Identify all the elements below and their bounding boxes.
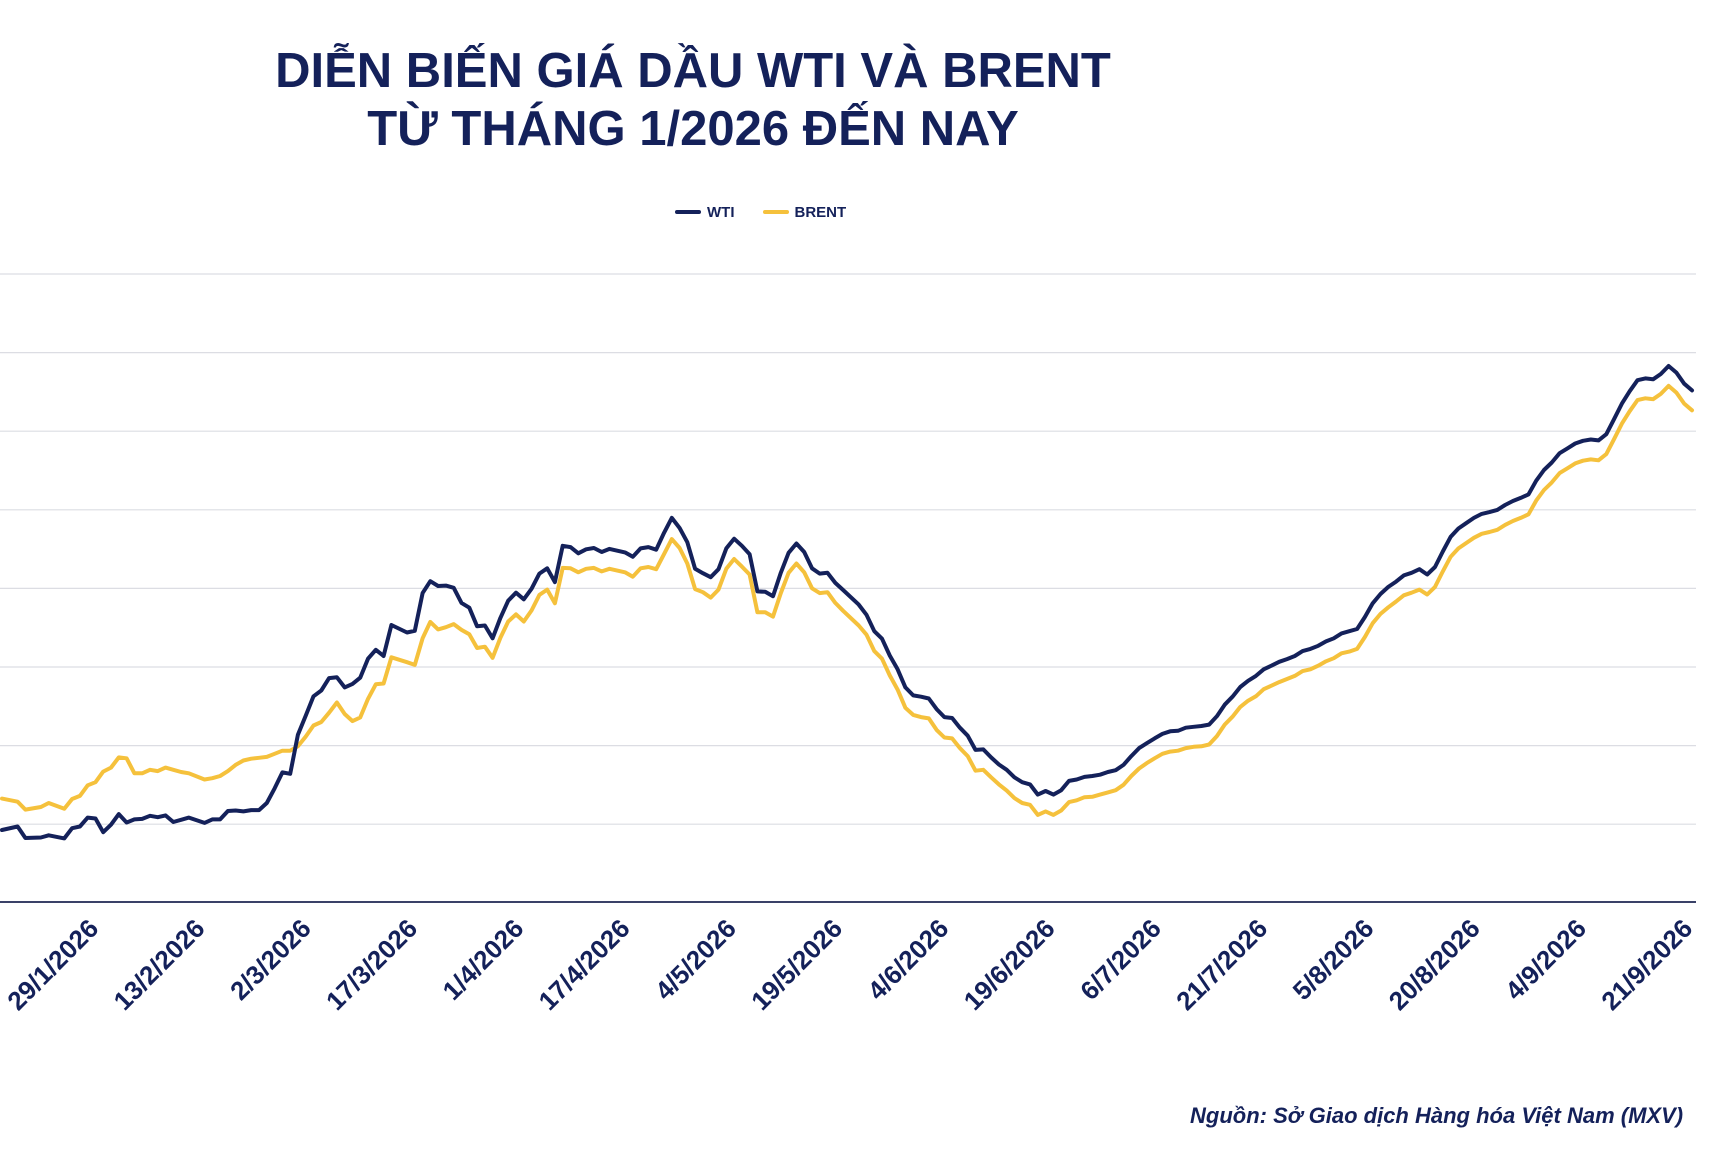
legend-swatch-brent: [762, 210, 789, 214]
x-tick-label: 17/3/2026: [320, 913, 423, 1016]
x-tick-label: 17/4/2026: [533, 913, 636, 1016]
x-tick-label: 29/1/2026: [1, 913, 104, 1016]
chart-title-line-2: TỪ THÁNG 1/2026 ĐẾN NAY: [367, 102, 1019, 156]
x-tick-label: 4/5/2026: [649, 913, 742, 1006]
chart-title: DIỄN BIẾN GIÁ DẦU WTI VÀ BRENT TỪ THÁNG …: [0, 42, 1386, 158]
x-tick-label: 19/5/2026: [745, 913, 848, 1016]
x-tick-label: 21/7/2026: [1170, 913, 1273, 1016]
x-tick-label: 21/9/2026: [1595, 913, 1698, 1016]
series-line-wti: [0, 364, 1694, 841]
chart-legend: WTI BRENT: [675, 200, 846, 224]
x-tick-label: 1/4/2026: [437, 913, 530, 1006]
x-tick-label: 4/9/2026: [1499, 913, 1592, 1006]
chart-title-line-1: DIỄN BIẾN GIÁ DẦU WTI VÀ BRENT: [275, 44, 1111, 98]
x-tick-label: 6/7/2026: [1074, 913, 1167, 1006]
legend-item-brent: BRENT: [762, 203, 847, 221]
source-note: Nguồn: Sở Giao dịch Hàng hóa Việt Nam (M…: [1190, 1103, 1684, 1128]
legend-swatch-wti: [675, 210, 701, 214]
series-line-brent: [0, 383, 1694, 817]
legend-label-brent: BRENT: [794, 203, 847, 221]
x-tick-label: 2/3/2026: [224, 913, 317, 1006]
x-tick-label: 19/6/2026: [958, 913, 1061, 1016]
chart-gridlines: [0, 273, 1696, 825]
chart-series: [0, 364, 1694, 841]
x-tick-label: 5/8/2026: [1287, 913, 1380, 1006]
x-tick-labels: 29/1/2026 13/2/2026 2/3/2026 17/3/2026 1/4/2…: [1, 913, 1698, 1016]
x-tick-label: 20/8/2026: [1383, 913, 1486, 1016]
x-tick-label: 4/6/2026: [862, 913, 955, 1006]
legend-label-wti: WTI: [707, 203, 735, 221]
legend-item-wti: WTI: [675, 204, 735, 221]
x-tick-label: 13/2/2026: [108, 913, 211, 1016]
